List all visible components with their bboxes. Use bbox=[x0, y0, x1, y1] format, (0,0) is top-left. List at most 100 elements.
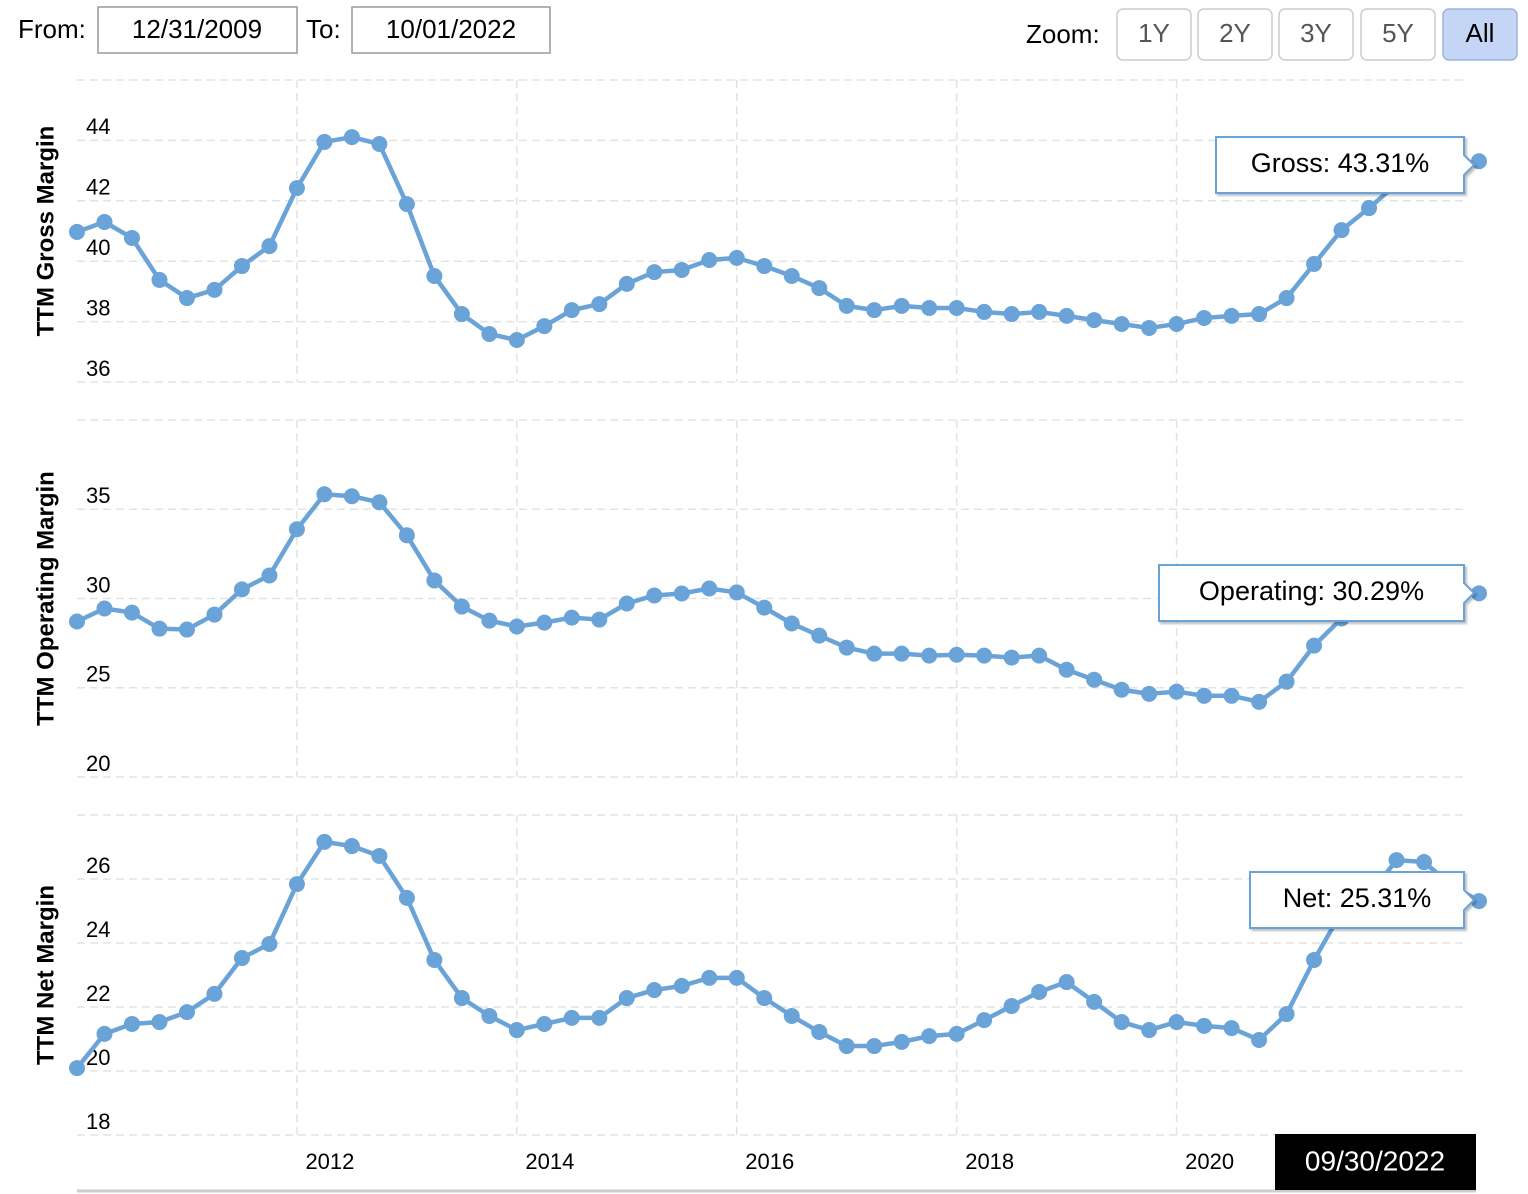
data-point bbox=[756, 990, 773, 1007]
data-point bbox=[343, 129, 360, 146]
zoom-button[interactable] bbox=[1197, 8, 1273, 61]
data-point bbox=[151, 620, 168, 637]
data-point bbox=[1003, 649, 1020, 666]
data-point bbox=[948, 300, 965, 317]
data-point bbox=[1086, 671, 1103, 688]
from-value[interactable]: 12/31/2009 bbox=[132, 14, 262, 44]
data-point bbox=[1141, 685, 1158, 702]
data-point bbox=[1086, 993, 1103, 1010]
data-point bbox=[288, 180, 305, 197]
data-point bbox=[1361, 200, 1378, 217]
zoom-button-label[interactable]: 1Y bbox=[1138, 18, 1170, 48]
data-point bbox=[976, 647, 993, 664]
data-point bbox=[481, 325, 498, 342]
zoom-button-label[interactable]: 2Y bbox=[1219, 18, 1251, 48]
data-point bbox=[1251, 306, 1268, 323]
data-point bbox=[756, 599, 773, 616]
date-label: 09/30/2022 bbox=[1305, 1145, 1445, 1176]
data-point bbox=[178, 290, 195, 307]
to-label: To: bbox=[306, 14, 341, 44]
data-point bbox=[673, 977, 690, 994]
y-axis-title: TTM Operating Margin bbox=[32, 471, 59, 726]
data-point bbox=[838, 639, 855, 656]
data-point bbox=[701, 251, 718, 268]
data-point bbox=[481, 1007, 498, 1024]
data-point bbox=[1031, 303, 1048, 320]
tooltip-box bbox=[1215, 136, 1476, 194]
x-tick-label: 2020 bbox=[1185, 1149, 1234, 1174]
data-point bbox=[151, 271, 168, 288]
data-point bbox=[206, 281, 223, 298]
data-point bbox=[123, 1015, 140, 1032]
data-point bbox=[1278, 673, 1295, 690]
data-point bbox=[481, 612, 498, 629]
data-point bbox=[893, 297, 910, 314]
x-tick-label: 2014 bbox=[525, 1149, 574, 1174]
data-point bbox=[811, 1023, 828, 1040]
data-point bbox=[508, 1022, 525, 1039]
zoom-button[interactable] bbox=[1278, 8, 1354, 61]
data-point bbox=[866, 302, 883, 319]
y-tick-label: 24 bbox=[86, 917, 110, 942]
data-point bbox=[563, 302, 580, 319]
data-point bbox=[838, 1038, 855, 1055]
zoom-button-label[interactable]: 5Y bbox=[1382, 18, 1414, 48]
y-tick-label: 42 bbox=[86, 175, 110, 200]
series-line bbox=[76, 492, 1480, 705]
series-line bbox=[76, 134, 1480, 343]
tooltip-text: Gross: 43.31% bbox=[1251, 148, 1430, 178]
zoom-buttons: 1Y 2Y 3Y 5Y All bbox=[1116, 8, 1518, 61]
data-point bbox=[1471, 585, 1487, 602]
y-tick-label: 40 bbox=[86, 235, 110, 260]
tooltip-box bbox=[1249, 871, 1476, 929]
data-point bbox=[948, 646, 965, 663]
data-point bbox=[261, 935, 278, 952]
data-point bbox=[1003, 306, 1020, 323]
data-point bbox=[206, 985, 223, 1002]
data-point bbox=[1113, 316, 1130, 333]
zoom-button[interactable] bbox=[1116, 8, 1192, 61]
data-point bbox=[866, 1038, 883, 1055]
to-input[interactable] bbox=[351, 6, 551, 54]
y-tick-label: 36 bbox=[86, 356, 110, 381]
to-value[interactable]: 10/01/2022 bbox=[386, 14, 516, 44]
data-point bbox=[453, 306, 470, 323]
data-point bbox=[783, 267, 800, 284]
data-point bbox=[866, 645, 883, 662]
from-input[interactable] bbox=[97, 6, 298, 54]
data-point bbox=[398, 889, 415, 906]
y-tick-label: 26 bbox=[86, 853, 110, 878]
x-tick-label: 2016 bbox=[745, 1149, 794, 1174]
data-point bbox=[1471, 893, 1487, 910]
zoom-button-label[interactable]: All bbox=[1466, 18, 1495, 48]
data-point bbox=[1196, 1017, 1213, 1034]
data-point bbox=[728, 584, 745, 601]
x-tick-label: 2018 bbox=[965, 1149, 1014, 1174]
data-point bbox=[1003, 998, 1020, 1015]
data-point bbox=[453, 990, 470, 1007]
y-tick-label: 38 bbox=[86, 295, 110, 320]
data-point bbox=[371, 847, 388, 864]
data-point bbox=[811, 280, 828, 297]
data-point bbox=[1223, 307, 1240, 324]
data-point bbox=[921, 1028, 938, 1045]
zoom-button[interactable] bbox=[1442, 8, 1518, 61]
data-point bbox=[756, 258, 773, 275]
data-point bbox=[1306, 637, 1323, 654]
zoom-button[interactable] bbox=[1360, 8, 1436, 61]
data-point bbox=[921, 647, 938, 664]
data-point bbox=[591, 1009, 608, 1026]
y-tick-label: 35 bbox=[86, 483, 110, 508]
data-point bbox=[783, 1007, 800, 1024]
zoom-button-label[interactable]: 3Y bbox=[1300, 18, 1332, 48]
data-point bbox=[343, 488, 360, 505]
data-point bbox=[453, 598, 470, 615]
from-label: From: bbox=[18, 14, 86, 44]
data-point bbox=[261, 238, 278, 255]
y-axis-title: TTM Net Margin bbox=[32, 885, 59, 1065]
data-point bbox=[673, 585, 690, 602]
data-point bbox=[976, 303, 993, 320]
data-point bbox=[646, 264, 663, 281]
data-point bbox=[123, 229, 140, 246]
